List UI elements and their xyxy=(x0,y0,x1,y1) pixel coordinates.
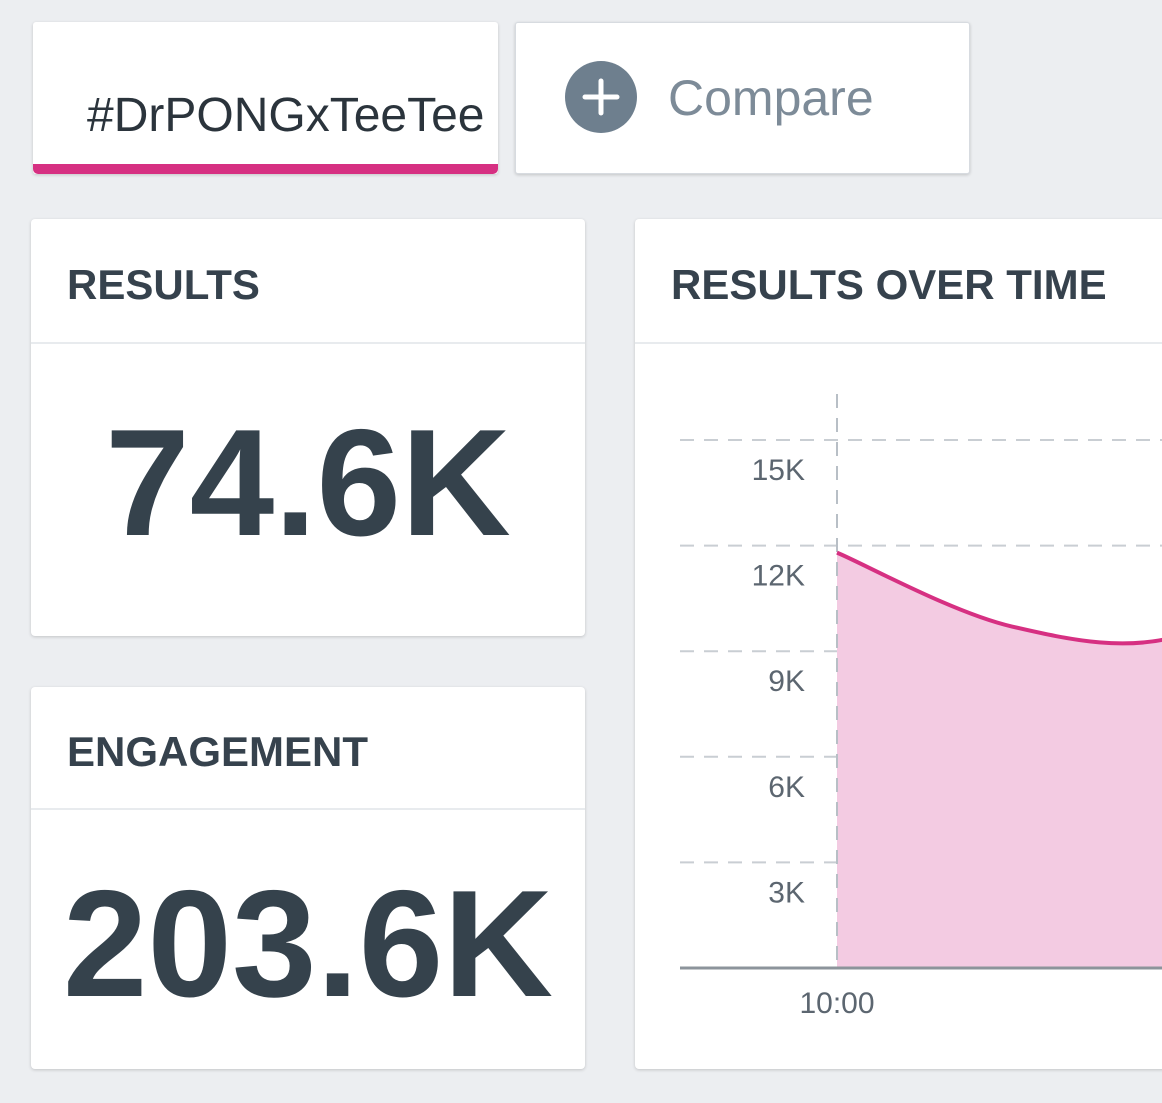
series-line xyxy=(836,550,1162,646)
compare-button[interactable]: Compare xyxy=(515,22,970,174)
y-tick-label: 3K xyxy=(768,876,805,909)
y-tick-label: 9K xyxy=(768,665,805,698)
plus-circle-icon xyxy=(565,61,637,133)
results-over-time-card: RESULTS OVER TIME 3K 6K 9K 12K 15K 10:00 xyxy=(635,219,1162,1069)
y-tick-label: 6K xyxy=(768,771,805,804)
compare-label: Compare xyxy=(668,70,874,126)
tab-hashtag-label: #DrPONGxTeeTee xyxy=(87,89,485,142)
active-tab-indicator xyxy=(33,164,498,174)
engagement-card: ENGAGEMENT 203.6K xyxy=(31,687,585,1069)
results-card-header: RESULTS xyxy=(31,219,585,344)
engagement-card-header: ENGAGEMENT xyxy=(31,687,585,810)
y-tick-label: 12K xyxy=(752,560,805,593)
series-area xyxy=(837,552,1162,968)
results-over-time-chart: 3K 6K 9K 12K 15K 10:00 xyxy=(680,394,1162,1020)
tab-hashtag[interactable]: #DrPONGxTeeTee xyxy=(33,22,498,174)
engagement-value: 203.6K xyxy=(62,859,554,1029)
x-tick-label: 10:00 xyxy=(799,987,874,1020)
results-title: RESULTS xyxy=(67,261,260,308)
chart-card-header: RESULTS OVER TIME xyxy=(635,219,1162,344)
chart-title: RESULTS OVER TIME xyxy=(671,261,1107,308)
y-tick-label: 15K xyxy=(752,454,805,487)
engagement-title: ENGAGEMENT xyxy=(67,728,369,775)
results-value: 74.6K xyxy=(105,398,511,568)
results-card: RESULTS 74.6K xyxy=(31,219,585,636)
